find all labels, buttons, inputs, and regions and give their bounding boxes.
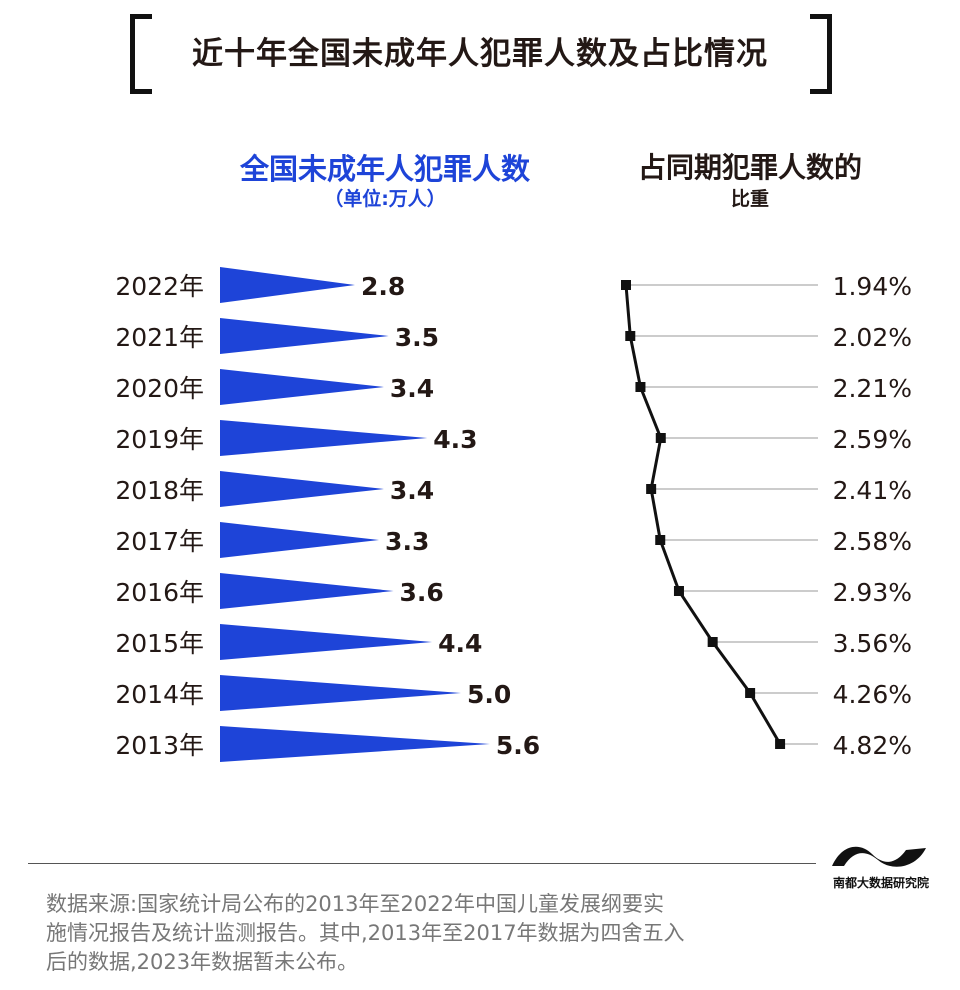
percentage-label: 2.41% <box>833 476 912 505</box>
percentage-marker <box>646 484 657 494</box>
percentage-label: 3.56% <box>833 629 912 658</box>
bar-triangle <box>220 522 380 558</box>
bar-triangle <box>220 471 384 507</box>
year-label: 2020年 <box>115 374 204 403</box>
bar-value-label: 2.8 <box>361 272 405 301</box>
percentage-marker <box>655 535 666 545</box>
percentage-label: 2.59% <box>833 425 912 454</box>
bar-value-label: 4.4 <box>438 629 482 658</box>
percentage-label: 2.93% <box>833 578 912 607</box>
bar-value-label: 4.3 <box>433 425 477 454</box>
percentage-marker <box>775 739 786 749</box>
percentage-marker <box>655 433 666 443</box>
bar-value-label: 3.5 <box>395 323 439 352</box>
percentage-label: 4.26% <box>833 680 912 709</box>
year-label: 2017年 <box>115 527 204 556</box>
year-label: 2019年 <box>115 425 204 454</box>
bar-triangle <box>220 726 490 762</box>
nandu-logo-icon <box>832 846 926 867</box>
bar-triangle <box>220 573 394 609</box>
bar-value-label: 5.6 <box>496 731 540 760</box>
year-label: 2016年 <box>115 578 204 607</box>
title-bracket-left <box>130 14 152 94</box>
bar-triangle <box>220 369 384 405</box>
percentage-marker <box>707 637 718 647</box>
logo-text: 南都大数据研究院 <box>832 876 929 890</box>
bar-value-label: 3.6 <box>400 578 444 607</box>
line-panel-title: 占同期犯罪人数的 <box>637 151 862 184</box>
percentage-label: 2.02% <box>833 323 912 352</box>
percentage-label: 4.82% <box>833 731 912 760</box>
bar-triangle <box>220 675 461 711</box>
percentage-label: 2.21% <box>833 374 912 403</box>
percentage-marker <box>745 688 756 698</box>
bar-panel-title: 全国未成年人犯罪人数 <box>239 152 530 186</box>
bar-panel-unit: （单位:万人） <box>324 188 446 210</box>
percentage-label: 2.58% <box>833 527 912 556</box>
percentage-marker <box>673 586 684 596</box>
source-line: 后的数据,2023年数据暂未公布。 <box>46 950 359 974</box>
year-label: 2018年 <box>115 476 204 505</box>
percentage-label: 1.94% <box>833 272 912 301</box>
source-line: 数据来源:国家统计局公布的2013年至2022年中国儿童发展纲要实 <box>46 892 664 916</box>
year-label: 2013年 <box>115 731 204 760</box>
percentage-marker <box>635 382 646 392</box>
percentage-marker <box>621 280 631 290</box>
year-label: 2015年 <box>115 629 204 658</box>
footer-divider <box>28 863 816 864</box>
percentage-marker <box>625 331 636 341</box>
year-label: 2014年 <box>115 680 204 709</box>
title-bracket-right <box>810 14 832 94</box>
chart-area: 2022年 2.8 2021年 3.5 2020年 3.4 2019年 4.3 2018年 3.4… <box>115 267 912 762</box>
source-line: 施情况报告及统计监测报告。其中,2013年至2017年数据为四舍五入 <box>46 921 685 945</box>
bar-triangle <box>220 318 389 354</box>
bar-value-label: 5.0 <box>467 680 511 709</box>
bar-value-label: 3.4 <box>390 374 434 403</box>
bar-value-label: 3.3 <box>385 527 429 556</box>
bar-triangle <box>220 624 433 660</box>
year-label: 2021年 <box>115 323 204 352</box>
chart-title: 近十年全国未成年人犯罪人数及占比情况 <box>192 36 768 72</box>
bar-triangle <box>220 267 355 303</box>
percentage-line <box>624 284 782 745</box>
year-label: 2022年 <box>115 272 204 301</box>
bar-triangle <box>220 420 428 456</box>
line-panel-subtitle: 比重 <box>730 188 769 210</box>
source-note: 数据来源:国家统计局公布的2013年至2022年中国儿童发展纲要实 施情况报告及… <box>46 890 806 977</box>
bar-value-label: 3.4 <box>390 476 434 505</box>
